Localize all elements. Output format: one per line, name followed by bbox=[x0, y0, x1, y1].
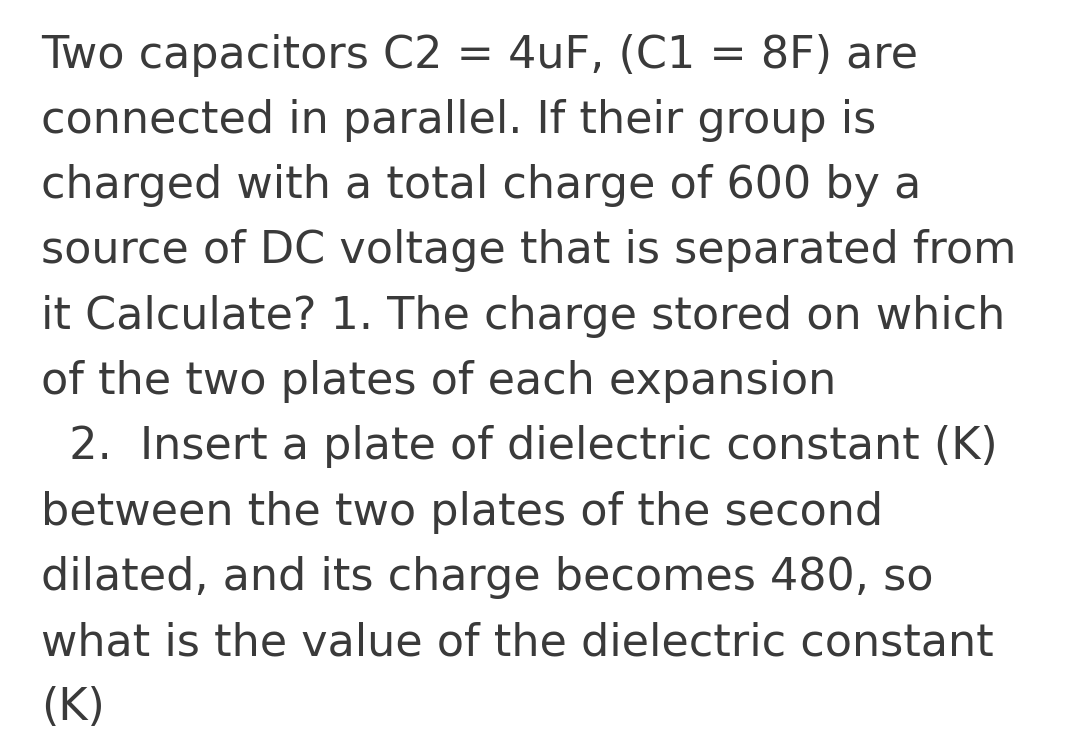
Text: charged with a total charge of 600 by a: charged with a total charge of 600 by a bbox=[41, 164, 921, 207]
Text: connected in parallel. If their group is: connected in parallel. If their group is bbox=[41, 99, 876, 142]
Text: Two capacitors C2 = 4uF, (C1 = 8F) are: Two capacitors C2 = 4uF, (C1 = 8F) are bbox=[41, 34, 918, 76]
Text: of the two plates of each expansion: of the two plates of each expansion bbox=[41, 360, 836, 403]
Text: dilated, and its charge becomes 480, so: dilated, and its charge becomes 480, so bbox=[41, 556, 933, 598]
Text: between the two plates of the second: between the two plates of the second bbox=[41, 490, 883, 533]
Text: (K): (K) bbox=[41, 686, 105, 729]
Text: what is the value of the dielectric constant: what is the value of the dielectric cons… bbox=[41, 621, 994, 664]
Text: source of DC voltage that is separated from: source of DC voltage that is separated f… bbox=[41, 230, 1016, 272]
Text: 2.  Insert a plate of dielectric constant (K): 2. Insert a plate of dielectric constant… bbox=[41, 425, 998, 468]
Text: it Calculate? 1. The charge stored on which: it Calculate? 1. The charge stored on wh… bbox=[41, 295, 1005, 338]
